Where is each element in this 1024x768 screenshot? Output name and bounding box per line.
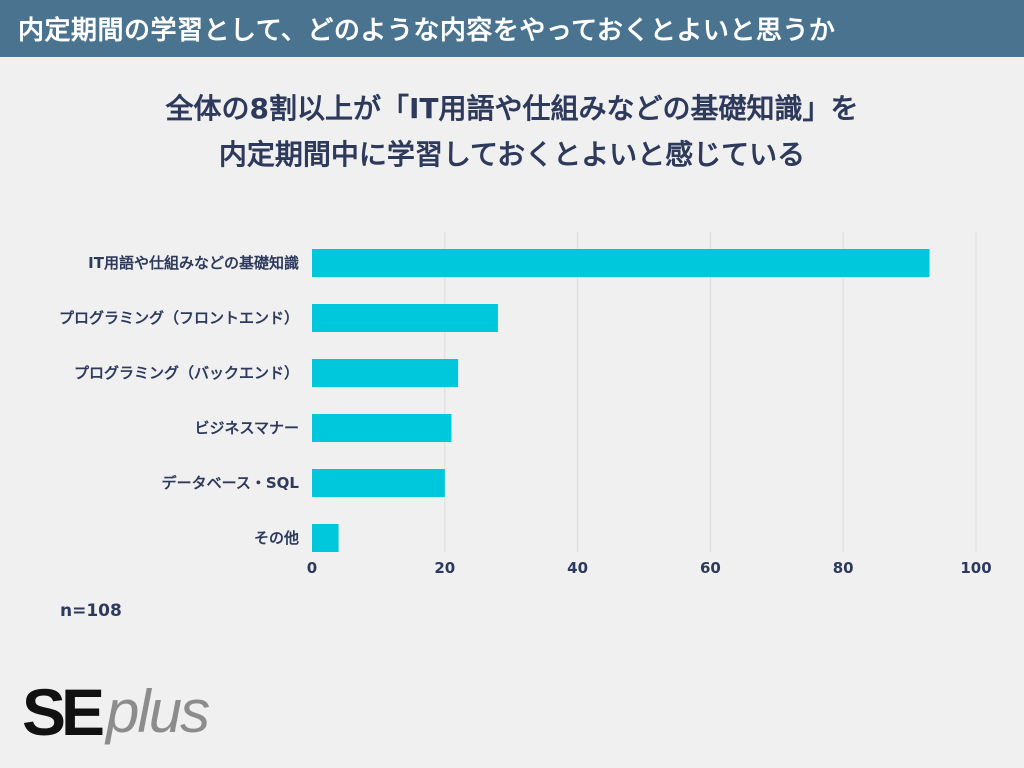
subtitle-line-2: 内定期間中に学習しておくとよいと感じている bbox=[218, 138, 806, 171]
logo-plus-text: plus bbox=[106, 678, 210, 745]
x-tick-label: 40 bbox=[567, 559, 588, 577]
x-tick-label: 0 bbox=[307, 559, 317, 577]
x-tick-label: 20 bbox=[434, 559, 455, 577]
bar-0 bbox=[312, 249, 930, 277]
sample-size-note: n=108 bbox=[60, 601, 122, 621]
subtitle-line-1: 全体の8割以上が「IT用語や仕組みなどの基礎知識」を bbox=[165, 92, 859, 125]
seplus-logo: SE plus bbox=[22, 675, 210, 749]
bars bbox=[312, 249, 930, 552]
bar-5 bbox=[312, 524, 339, 552]
bar-4 bbox=[312, 469, 445, 497]
x-tick-label: 100 bbox=[960, 559, 991, 577]
x-tick-label: 80 bbox=[833, 559, 854, 577]
category-label: データベース・SQL bbox=[162, 474, 300, 492]
category-label: IT用語や仕組みなどの基礎知識 bbox=[88, 254, 299, 272]
x-axis-ticks: 0 20 40 60 80 100 bbox=[307, 559, 992, 577]
category-label: その他 bbox=[254, 529, 299, 547]
logo-se-text: SE bbox=[22, 675, 105, 749]
header-title: 内定期間の学習として、どのような内容をやっておくとよいと思うか bbox=[18, 16, 836, 46]
bar-3 bbox=[312, 414, 452, 442]
header-bar: 内定期間の学習として、どのような内容をやっておくとよいと思うか bbox=[0, 0, 1024, 57]
grid-lines bbox=[444, 232, 977, 552]
x-tick-label: 60 bbox=[700, 559, 721, 577]
category-label: ビジネスマナー bbox=[194, 419, 299, 437]
category-label: プログラミング（バックエンド） bbox=[74, 364, 299, 382]
category-label: プログラミング（フロントエンド） bbox=[59, 309, 299, 327]
chart-subtitle: 全体の8割以上が「IT用語や仕組みなどの基礎知識」を 内定期間中に学習しておくと… bbox=[0, 86, 1024, 178]
bar-2 bbox=[312, 359, 459, 387]
bar-1 bbox=[312, 304, 498, 332]
